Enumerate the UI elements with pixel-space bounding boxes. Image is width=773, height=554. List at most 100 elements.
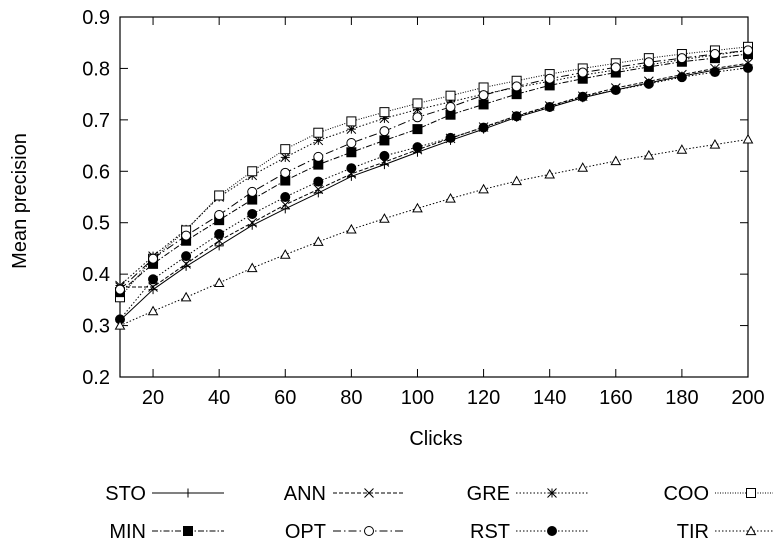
axes: 0.2 0.3 0.4 0.5 0.6 0.7 0.8 0.9 20 40 60 80 100 120 14…	[82, 7, 765, 409]
data-point-ann	[148, 282, 158, 292]
legend-marker-opt	[364, 526, 374, 536]
data-point-opt	[412, 112, 423, 123]
data-point-opt	[643, 57, 654, 68]
series-lines	[114, 41, 754, 330]
legend-item-min: MIN	[109, 521, 224, 543]
data-point-opt	[247, 186, 258, 197]
legend-label-tir: TIR	[677, 521, 709, 543]
data-point-tir	[412, 202, 423, 213]
data-point-rst	[643, 78, 654, 89]
data-point-tir	[742, 133, 754, 144]
legend-item-rst: RST	[470, 521, 588, 543]
data-point-opt	[313, 151, 324, 162]
x-tick-label: 180	[665, 387, 698, 409]
data-point-rst	[445, 132, 456, 143]
data-point-tir	[643, 149, 655, 160]
data-point-tir	[379, 213, 390, 223]
series-line-sto	[119, 64, 749, 321]
series-gre	[115, 45, 753, 291]
data-point-opt	[346, 138, 357, 148]
legend: STO ANN GRE COO MIN OPT RST TIR	[105, 483, 773, 543]
data-point-rst	[544, 102, 555, 112]
x-tick-label: 60	[274, 387, 296, 409]
data-point-tir	[180, 291, 192, 302]
y-tick-label: 0.8	[82, 58, 110, 80]
legend-label-sto: STO	[105, 483, 146, 505]
data-point-coo	[313, 127, 324, 138]
data-point-tir	[478, 183, 489, 194]
legend-marker-rst	[547, 526, 557, 536]
data-point-tir	[312, 236, 324, 246]
legend-item-ann: ANN	[284, 483, 405, 505]
legend-marker-min	[183, 526, 193, 536]
data-point-tir	[246, 262, 258, 273]
x-tick-label: 160	[599, 387, 632, 409]
legend-item-opt: OPT	[285, 521, 405, 543]
legend-item-sto: STO	[105, 483, 224, 505]
data-point-opt	[709, 49, 720, 60]
series-line-min	[119, 53, 749, 293]
data-point-coo	[214, 190, 225, 201]
data-point-opt	[577, 67, 588, 78]
data-point-min	[412, 124, 423, 135]
legend-label-opt: OPT	[285, 521, 326, 543]
legend-marker-gre	[547, 488, 557, 498]
legend-marker-ann	[364, 488, 374, 498]
data-point-gre	[346, 124, 357, 134]
data-point-opt	[280, 167, 291, 178]
data-point-rst	[610, 85, 621, 96]
data-point-tir	[114, 320, 126, 330]
data-point-rst	[181, 251, 192, 262]
data-point-gre	[379, 113, 390, 124]
y-tick-label: 0.3	[82, 316, 110, 338]
data-point-ann	[181, 259, 191, 269]
y-tick-label: 0.4	[82, 264, 110, 286]
data-point-opt	[743, 45, 753, 56]
data-point-tir	[610, 155, 622, 166]
data-point-opt	[214, 210, 225, 220]
data-point-ann	[313, 184, 324, 195]
data-point-coo	[247, 166, 258, 177]
legend-label-rst: RST	[470, 521, 510, 543]
series-line-gre	[119, 49, 749, 286]
data-point-gre	[445, 97, 456, 107]
data-point-coo	[280, 144, 291, 155]
data-point-tir	[279, 249, 291, 259]
series-line-opt	[119, 49, 749, 290]
x-axis-label: Clicks	[409, 428, 462, 450]
data-point-tir	[577, 162, 589, 172]
legend-item-coo: COO	[663, 483, 773, 505]
x-tick-label: 40	[208, 387, 230, 409]
x-tick-label: 200	[731, 387, 764, 409]
data-point-min	[478, 99, 489, 110]
data-point-rst	[214, 229, 225, 240]
data-point-opt	[511, 81, 522, 92]
data-point-tir	[213, 277, 225, 287]
data-point-tir	[346, 223, 357, 234]
data-point-tir	[147, 305, 159, 316]
series-line-tir	[119, 138, 749, 327]
legend-marker-sto	[183, 488, 193, 498]
data-point-coo	[412, 98, 423, 109]
data-point-rst	[511, 111, 522, 122]
y-tick-label: 0.6	[82, 161, 110, 183]
data-point-ann	[280, 199, 291, 210]
data-point-min	[379, 135, 390, 146]
x-tick-label: 120	[467, 387, 500, 409]
x-tick-label: 20	[142, 387, 164, 409]
data-point-opt	[379, 126, 390, 137]
data-point-opt	[445, 102, 456, 112]
plot-frame	[119, 16, 749, 378]
data-point-gre	[412, 104, 423, 115]
legend-label-coo: COO	[663, 483, 709, 505]
data-point-rst	[346, 163, 357, 174]
data-point-coo	[445, 90, 456, 101]
data-point-tir	[676, 144, 688, 154]
data-point-rst	[313, 176, 324, 187]
x-tick-label: 80	[340, 387, 362, 409]
data-point-tir	[511, 175, 522, 186]
series-rst	[115, 62, 753, 325]
data-point-opt	[544, 73, 555, 84]
